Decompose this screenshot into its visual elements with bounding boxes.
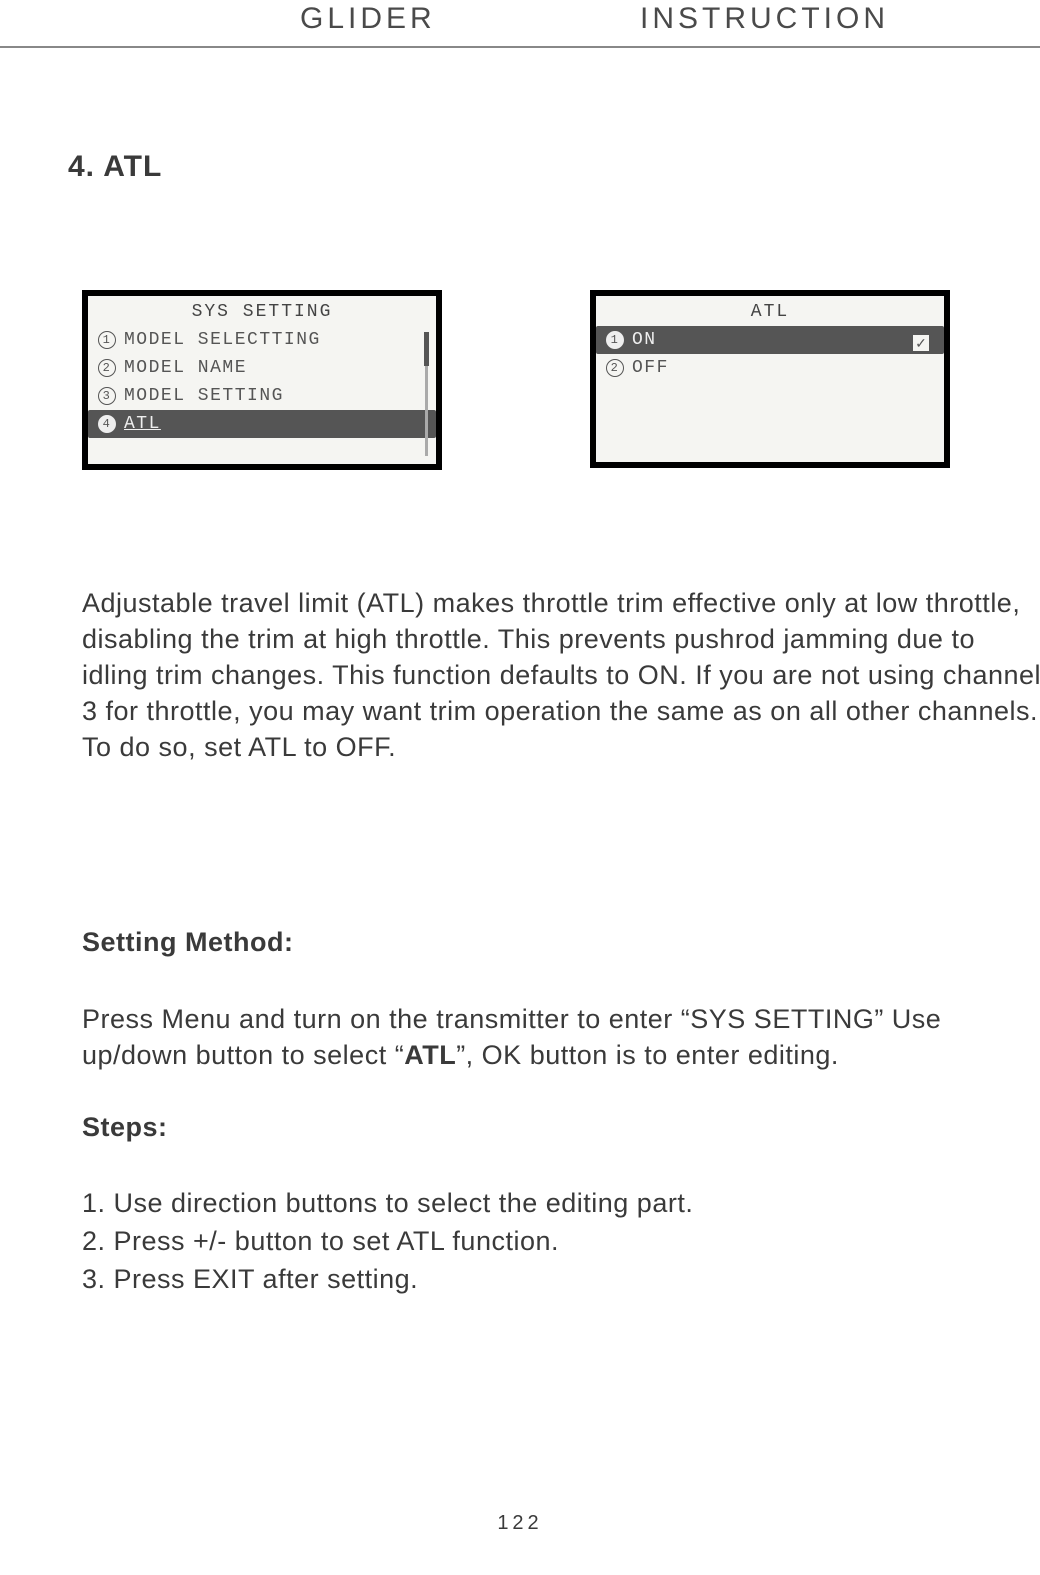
row-label: ATL xyxy=(124,414,161,434)
section-title: 4. ATL xyxy=(68,150,162,184)
setting-method-body: Press Menu and turn on the transmitter t… xyxy=(82,1002,1040,1074)
step-1: 1. Use direction buttons to select the e… xyxy=(82,1186,1040,1222)
row-label: MODEL SETTING xyxy=(124,386,284,406)
setting-method-post: ”, OK button is to enter editing. xyxy=(456,1040,839,1070)
page-number: 122 xyxy=(0,1512,1040,1535)
lcd-left-row-4-selected: 4 ATL xyxy=(88,410,436,438)
setting-method-heading: Setting Method: xyxy=(82,925,1040,961)
steps-heading: Steps: xyxy=(82,1110,1040,1146)
description-paragraph: Adjustable travel limit (ATL) makes thro… xyxy=(82,586,1040,766)
row-number-icon: 1 xyxy=(98,331,116,349)
lcd-right-row-on-selected: 1 ON xyxy=(596,326,944,354)
row-number-icon: 2 xyxy=(606,359,624,377)
lcd-left-row-2: 2 MODEL NAME xyxy=(88,354,436,382)
header-left: GLIDER xyxy=(300,2,436,36)
lcd-sys-setting: SYS SETTING 1 MODEL SELECTTING 2 MODEL N… xyxy=(82,290,442,470)
setting-method-bold: ATL xyxy=(404,1040,456,1070)
lcd-left-row-1: 1 MODEL SELECTTING xyxy=(88,326,436,354)
row-label: OFF xyxy=(632,358,669,378)
step-3: 3. Press EXIT after setting. xyxy=(82,1262,1040,1298)
row-number-icon: 4 xyxy=(98,415,116,433)
row-label: MODEL SELECTTING xyxy=(124,330,321,350)
lcd-left-row-3: 3 MODEL SETTING xyxy=(88,382,436,410)
row-number-icon: 3 xyxy=(98,387,116,405)
lcd-right-row-off: 2 OFF xyxy=(596,354,944,382)
lcd-scrollbar xyxy=(425,332,428,456)
page-header: GLIDER INSTRUCTION xyxy=(0,0,1040,48)
lcd-left-title: SYS SETTING xyxy=(88,296,436,326)
header-right: INSTRUCTION xyxy=(640,2,889,36)
checkbox-icon: ✓ xyxy=(912,334,930,352)
row-number-icon: 2 xyxy=(98,359,116,377)
steps-list: 1. Use direction buttons to select the e… xyxy=(82,1186,1040,1300)
lcd-right-title: ATL xyxy=(596,296,944,326)
row-label: MODEL NAME xyxy=(124,358,247,378)
lcd-atl: ATL 1 ON 2 OFF ✓ xyxy=(590,290,950,468)
row-label: ON xyxy=(632,330,657,350)
step-2: 2. Press +/- button to set ATL function. xyxy=(82,1224,1040,1260)
row-number-icon: 1 xyxy=(606,331,624,349)
